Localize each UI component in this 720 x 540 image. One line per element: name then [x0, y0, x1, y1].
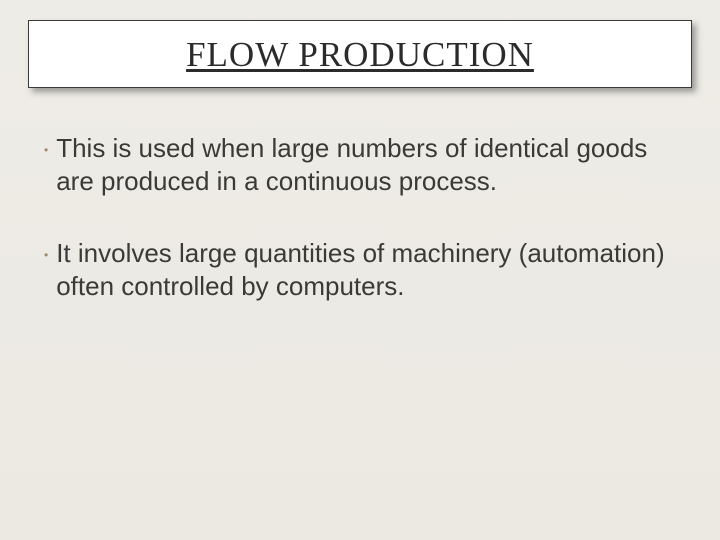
bullet-text: This is used when large numbers of ident…	[56, 132, 680, 197]
list-item: • It involves large quantities of machin…	[44, 237, 680, 302]
bullet-text: It involves large quantities of machiner…	[56, 237, 680, 302]
list-item: • This is used when large numbers of ide…	[44, 132, 680, 197]
bullet-icon: •	[44, 248, 48, 263]
slide: FLOW PRODUCTION • This is used when larg…	[0, 0, 720, 540]
title-box: FLOW PRODUCTION	[28, 20, 692, 88]
bullet-icon: •	[44, 143, 48, 158]
slide-title: FLOW PRODUCTION	[186, 35, 534, 74]
body-content: • This is used when large numbers of ide…	[44, 132, 680, 342]
